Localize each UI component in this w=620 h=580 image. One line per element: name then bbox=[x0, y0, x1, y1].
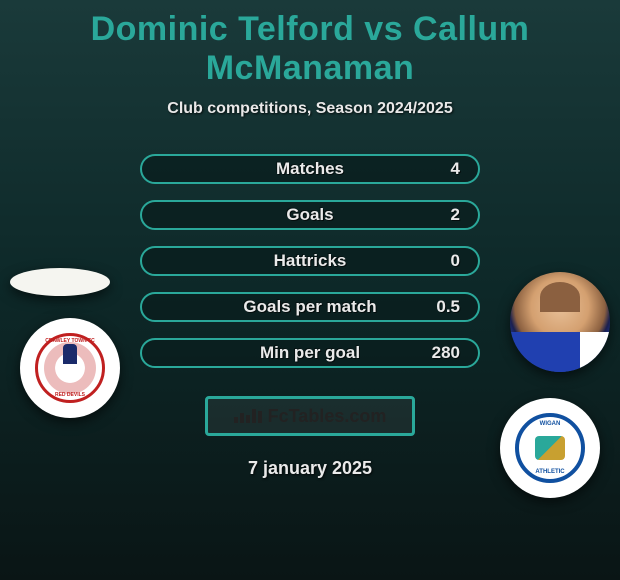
stat-bar-goals: Goals 2 bbox=[140, 200, 480, 230]
bar-chart-icon-bar bbox=[240, 413, 244, 423]
stat-row: Hattricks 0 bbox=[0, 238, 620, 284]
stats-area: CRAWLEY TOWN FC RED DEVILS WIGAN ATHLETI… bbox=[0, 146, 620, 376]
stat-label: Goals bbox=[286, 205, 333, 225]
bar-chart-icon-bar bbox=[252, 409, 256, 423]
bar-chart-icon-bar bbox=[258, 411, 262, 423]
stat-row: Goals per match 0.5 bbox=[0, 284, 620, 330]
stat-label: Hattricks bbox=[274, 251, 347, 271]
club-right-crest-inner: WIGAN ATHLETIC bbox=[515, 413, 585, 483]
stat-bar-goals-per-match: Goals per match 0.5 bbox=[140, 292, 480, 322]
club-right-crest: WIGAN ATHLETIC bbox=[500, 398, 600, 498]
stat-bar-hattricks: Hattricks 0 bbox=[140, 246, 480, 276]
stat-row: Matches 4 bbox=[0, 146, 620, 192]
stat-row: Goals 2 bbox=[0, 192, 620, 238]
stat-value: 0 bbox=[451, 251, 460, 271]
stat-value: 4 bbox=[451, 159, 460, 179]
club-left-name-bottom: RED DEVILS bbox=[38, 392, 102, 398]
club-right-name-bottom: ATHLETIC bbox=[519, 469, 581, 475]
content-container: Dominic Telford vs Callum McManaman Club… bbox=[0, 0, 620, 479]
stat-row: Min per goal 280 bbox=[0, 330, 620, 376]
bar-chart-icon-bar bbox=[234, 417, 238, 423]
comparison-title: Dominic Telford vs Callum McManaman bbox=[0, 0, 620, 88]
bar-chart-icon-bar bbox=[246, 415, 250, 423]
stat-value: 0.5 bbox=[436, 297, 460, 317]
stat-label: Matches bbox=[276, 159, 344, 179]
branding-badge[interactable]: FcTables.com bbox=[205, 396, 415, 436]
bar-chart-icon bbox=[234, 409, 262, 423]
stat-value: 280 bbox=[432, 343, 460, 363]
stat-label: Min per goal bbox=[260, 343, 360, 363]
stat-bar-min-per-goal: Min per goal 280 bbox=[140, 338, 480, 368]
stat-value: 2 bbox=[451, 205, 460, 225]
season-subtitle: Club competitions, Season 2024/2025 bbox=[0, 100, 620, 118]
branding-text: FcTables.com bbox=[268, 406, 387, 427]
club-right-name-top: WIGAN bbox=[519, 421, 581, 427]
stat-label: Goals per match bbox=[243, 297, 376, 317]
stat-bar-matches: Matches 4 bbox=[140, 154, 480, 184]
